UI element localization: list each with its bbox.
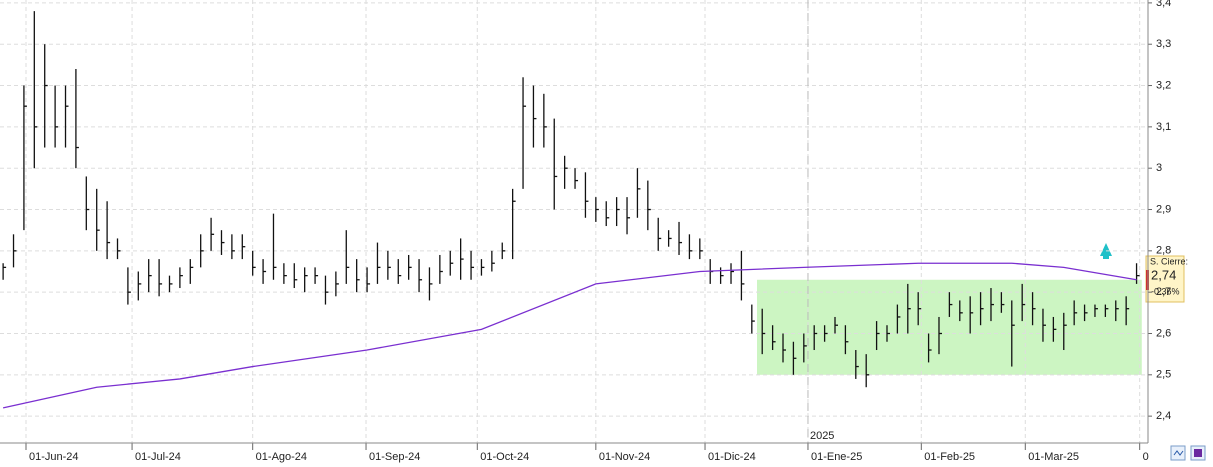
x-tick-label: 01-Feb-25 <box>924 451 975 463</box>
year-label: 2025 <box>810 430 834 442</box>
x-tick-label: 01-Ene-25 <box>811 451 862 463</box>
close-change: -0.36% <box>1151 286 1180 296</box>
y-tick-label: 2,6 <box>1156 327 1171 339</box>
x-tick-label: 01-Ago-24 <box>256 451 307 463</box>
close-title: S. Cierre: <box>1150 256 1188 266</box>
y-tick-label: 3,2 <box>1156 79 1171 91</box>
y-tick-label: 3,1 <box>1156 121 1171 133</box>
x-tick-label: 01-Sep-24 <box>369 451 420 463</box>
y-tick-label: 2,8 <box>1156 245 1171 257</box>
x-tick-label: 0 <box>1143 451 1149 463</box>
y-tick-label: 3,3 <box>1156 38 1171 50</box>
x-tick-label: 01-Jun-24 <box>29 451 79 463</box>
y-tick-label: 2,9 <box>1156 203 1171 215</box>
save-icon <box>1194 449 1202 457</box>
y-tick-label: 2,5 <box>1156 369 1171 381</box>
y-tick-label: 2,7 <box>1156 286 1171 298</box>
y-tick-label: 3 <box>1156 162 1162 174</box>
y-tick-label: 3,4 <box>1156 0 1171 9</box>
zoom-icon <box>1173 450 1184 456</box>
y-tick-label: 2,4 <box>1156 410 1171 422</box>
x-tick-label: 01-Oct-24 <box>480 451 529 463</box>
moving-average <box>2 262 1137 409</box>
x-tick-label: 01-Jul-24 <box>135 451 181 463</box>
close-price: 2,74 <box>1151 267 1176 282</box>
x-tick-label: 01-Nov-24 <box>599 451 650 463</box>
x-tick-label: 01-Dic-24 <box>708 451 756 463</box>
x-tick-label: 01-Mar-25 <box>1028 451 1079 463</box>
